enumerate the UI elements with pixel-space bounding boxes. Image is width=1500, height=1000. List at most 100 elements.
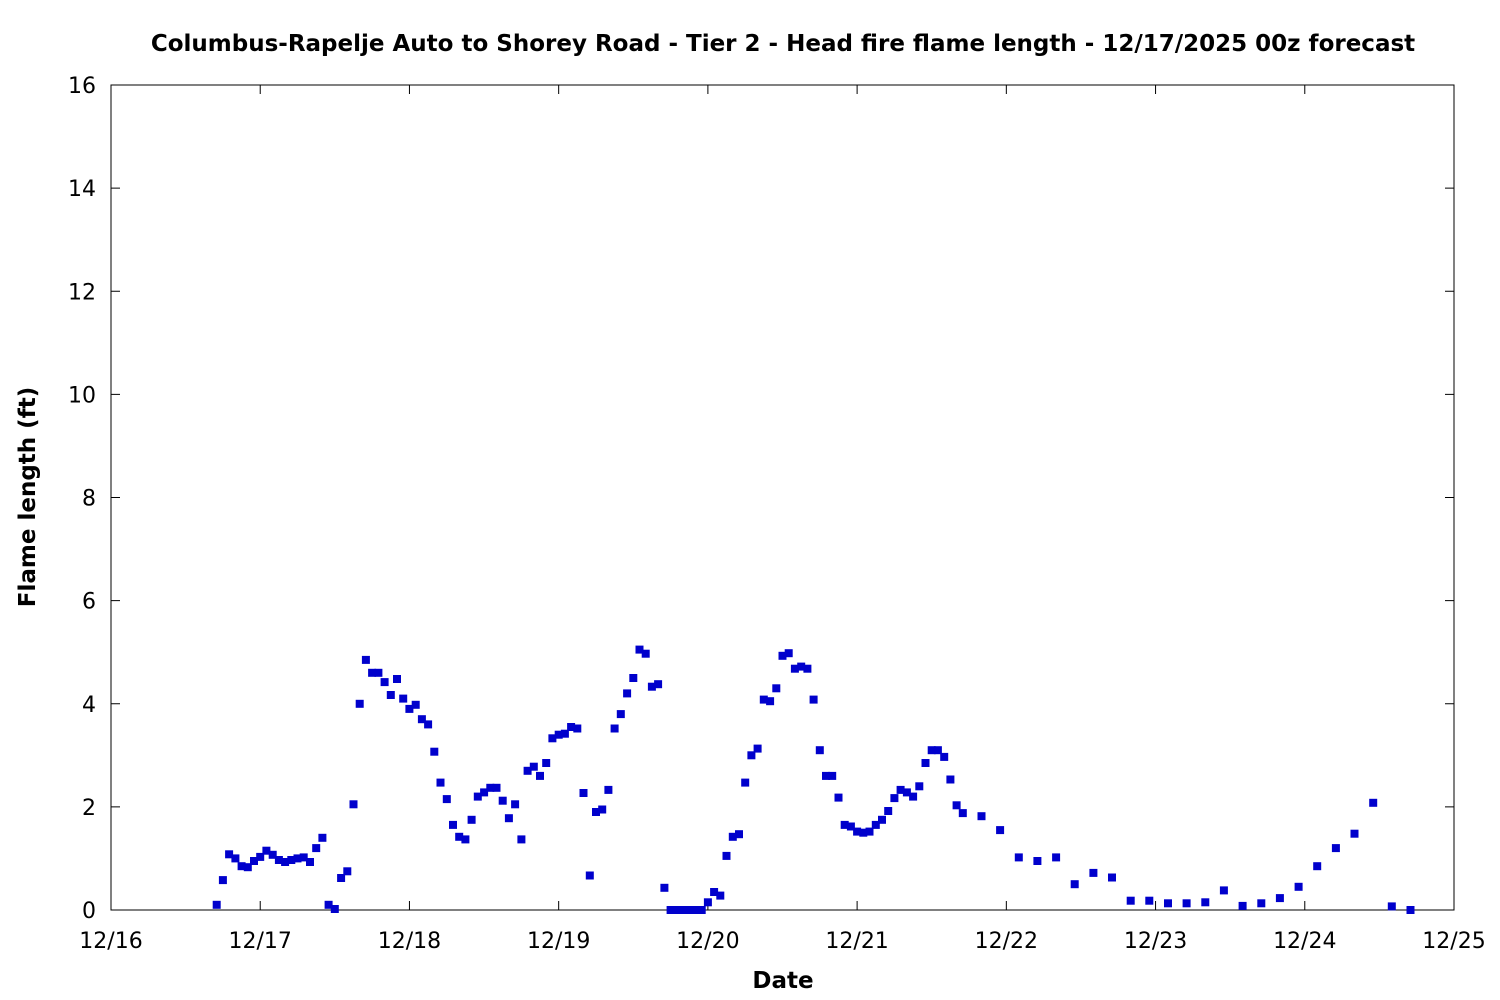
data-point <box>318 833 327 842</box>
plot-border <box>110 84 1455 911</box>
data-point <box>380 678 389 687</box>
data-point <box>237 862 246 871</box>
data-point <box>710 888 719 896</box>
data-point <box>268 850 277 859</box>
data-point <box>256 852 265 861</box>
data-point <box>337 874 346 882</box>
y-axis-label: Flame length (ft) <box>15 387 41 607</box>
data-point <box>262 846 271 855</box>
data-point <box>1164 899 1172 908</box>
data-point <box>691 906 700 914</box>
data-point <box>1238 901 1247 910</box>
data-point <box>405 704 414 713</box>
data-point <box>374 668 383 677</box>
data-point <box>399 694 408 703</box>
data-point <box>772 684 781 693</box>
data-point <box>1014 853 1023 862</box>
data-point <box>567 723 576 731</box>
data-point <box>212 900 221 909</box>
data-point <box>312 844 321 853</box>
data-point <box>890 794 899 803</box>
data-point <box>349 800 358 809</box>
data-point <box>703 898 712 907</box>
data-point <box>896 785 905 794</box>
data-point <box>915 782 924 791</box>
data-point <box>766 697 775 706</box>
data-point <box>871 820 880 829</box>
data-point <box>797 662 806 671</box>
data-point <box>361 655 370 664</box>
data-point <box>909 792 918 801</box>
y-tick-label: 12 <box>68 280 96 305</box>
data-point <box>225 850 234 859</box>
data-point <box>647 682 656 691</box>
data-point <box>927 746 936 755</box>
y-tick-label: 16 <box>68 74 96 99</box>
data-point <box>548 734 557 743</box>
data-point <box>1275 894 1284 903</box>
data-point <box>330 905 339 913</box>
data-series <box>212 645 1415 914</box>
data-point <box>747 751 756 760</box>
data-point <box>666 906 675 914</box>
data-point <box>218 876 227 885</box>
data-point <box>1089 868 1098 877</box>
y-tick-label: 4 <box>82 693 96 718</box>
data-point <box>933 746 942 755</box>
y-tick-label: 2 <box>82 796 96 821</box>
data-point <box>281 858 290 866</box>
data-point <box>585 871 594 880</box>
data-point <box>629 674 638 682</box>
data-point <box>790 664 799 673</box>
x-tick-label: 12/18 <box>378 929 441 954</box>
data-point <box>697 906 706 914</box>
data-point <box>840 820 849 829</box>
data-point <box>1052 853 1061 862</box>
data-point <box>554 730 563 739</box>
data-point <box>604 785 613 794</box>
data-point <box>1126 896 1135 905</box>
data-point <box>1070 880 1079 889</box>
x-tick-label: 12/24 <box>1273 929 1336 954</box>
data-point <box>417 715 426 724</box>
data-point <box>480 788 489 797</box>
data-point <box>660 883 669 892</box>
data-point <box>461 835 470 844</box>
data-point <box>884 807 893 815</box>
data-point <box>1108 873 1116 882</box>
data-point <box>735 830 743 839</box>
data-point <box>809 695 818 704</box>
data-point <box>1294 882 1303 891</box>
data-point <box>878 815 886 824</box>
data-point <box>231 854 240 863</box>
data-point <box>1145 896 1154 905</box>
data-point <box>940 752 949 761</box>
data-point <box>822 771 830 780</box>
data-point <box>828 771 837 780</box>
data-point <box>1387 902 1396 911</box>
data-point <box>523 766 532 775</box>
data-point <box>1331 844 1340 853</box>
data-point <box>753 744 762 753</box>
data-point <box>741 778 750 787</box>
data-point <box>243 863 252 872</box>
x-tick-label: 12/16 <box>79 929 142 954</box>
data-point <box>598 805 607 814</box>
data-point <box>722 851 731 860</box>
data-point <box>977 812 986 821</box>
data-point <box>430 747 439 756</box>
y-tick-label: 8 <box>82 487 96 512</box>
x-axis-label: Date <box>752 968 813 994</box>
data-point <box>592 808 600 816</box>
x-tick-label: 12/19 <box>527 929 590 954</box>
x-tick-label: 12/17 <box>229 929 292 954</box>
data-point <box>455 832 464 841</box>
data-point <box>517 835 526 844</box>
data-point <box>386 691 395 699</box>
data-point <box>274 856 283 864</box>
data-point <box>759 695 768 704</box>
y-tick-label: 10 <box>68 383 96 408</box>
data-point <box>1201 898 1210 907</box>
data-point <box>958 809 967 818</box>
data-point <box>573 724 582 733</box>
